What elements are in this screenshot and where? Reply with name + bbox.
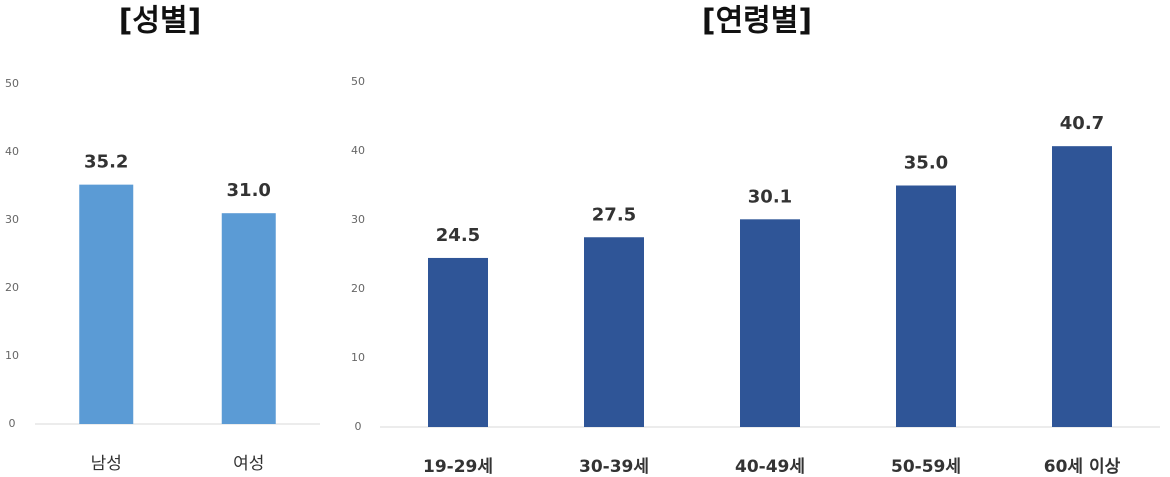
chart-title: [연령별]: [702, 4, 812, 39]
x-tick-label: 여성: [233, 454, 264, 474]
y-tick-label: 10: [5, 349, 19, 362]
x-tick-label: 60세 이상: [1044, 457, 1121, 477]
y-tick-label: 20: [351, 282, 365, 295]
value-label: 35.2: [84, 152, 128, 173]
bar: [896, 185, 956, 427]
y-tick-label: 10: [351, 351, 365, 364]
value-label: 35.0: [904, 153, 948, 174]
value-label: 27.5: [592, 204, 636, 225]
chart-title: [성별]: [119, 4, 202, 39]
y-tick-label: 0: [355, 420, 362, 433]
bar: [79, 184, 134, 424]
y-tick-label: 50: [5, 77, 19, 90]
x-tick-label: 40-49세: [735, 457, 805, 477]
bar: [428, 257, 488, 427]
y-tick-label: 0: [9, 417, 16, 430]
y-tick-label: 30: [351, 213, 365, 226]
y-tick-label: 50: [351, 75, 365, 88]
bar: [221, 213, 276, 424]
value-label: 30.1: [748, 186, 792, 207]
value-label: 40.7: [1060, 113, 1104, 134]
y-tick-label: 30: [5, 213, 19, 226]
value-label: 24.5: [436, 225, 480, 246]
x-tick-label: 19-29세: [423, 457, 493, 477]
bar: [1052, 146, 1112, 428]
bar: [584, 237, 644, 427]
y-tick-label: 20: [5, 281, 19, 294]
x-tick-label: 남성: [91, 454, 122, 474]
y-tick-label: 40: [5, 145, 19, 158]
x-tick-label: 50-59세: [891, 457, 961, 477]
y-tick-label: 40: [351, 144, 365, 157]
x-tick-label: 30-39세: [579, 457, 649, 477]
value-label: 31.0: [227, 180, 271, 201]
bar: [740, 219, 800, 427]
